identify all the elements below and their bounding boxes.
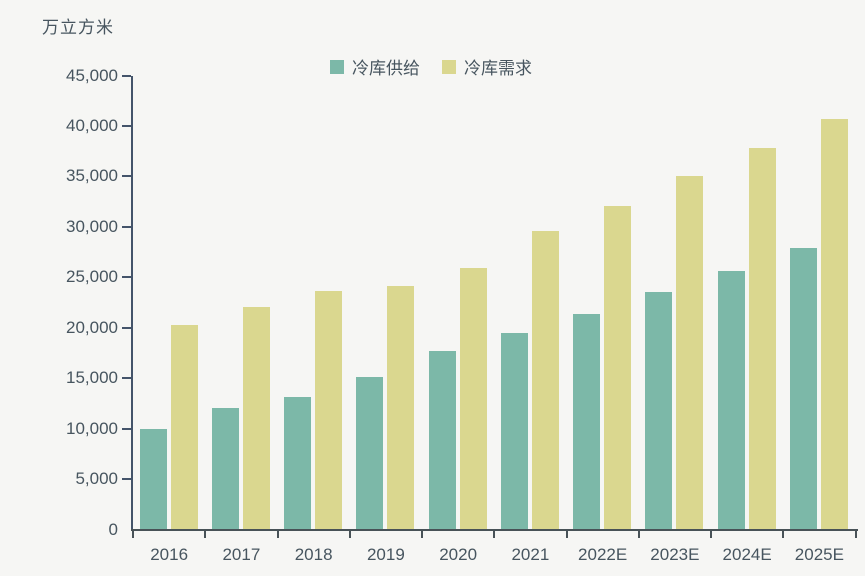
bar-supply-2017	[211, 408, 239, 530]
legend-swatch-demand-icon	[442, 59, 456, 74]
x-axis-tick	[493, 531, 496, 538]
y-axis-label: 45,000	[66, 65, 118, 85]
y-axis-tick	[122, 175, 131, 178]
x-axis-line	[131, 528, 858, 531]
x-axis-label-2024E: 2024E	[722, 544, 772, 564]
x-axis-label-2017: 2017	[222, 544, 261, 564]
y-axis-tick	[122, 478, 131, 481]
bar-supply-2016	[139, 428, 167, 530]
y-axis-label: 20,000	[66, 317, 118, 337]
legend-item-demand: 冷库需求	[442, 54, 532, 79]
y-axis-tick	[122, 74, 131, 77]
x-axis-label-2019: 2019	[366, 544, 405, 564]
bar-demand-2022E	[604, 205, 631, 530]
x-axis-tick	[132, 531, 134, 538]
x-axis-tick	[204, 531, 207, 538]
y-axis-tick	[122, 377, 131, 380]
bar-demand-2017	[242, 306, 270, 530]
y-axis-unit-label: 万立方米	[42, 18, 114, 37]
bar-supply-2025E	[789, 248, 817, 530]
x-axis-tick	[854, 531, 857, 538]
bar-demand-2021	[531, 230, 559, 530]
y-axis-tick	[122, 427, 131, 430]
legend-label-supply: 冷库供给	[352, 59, 420, 78]
bar-supply-2018	[284, 397, 311, 530]
y-axis-label: 40,000	[66, 115, 118, 135]
x-axis-tick	[710, 531, 712, 538]
x-axis-tick	[348, 531, 351, 538]
legend: 冷库供给 冷库需求	[330, 54, 532, 79]
bar-demand-2020	[459, 268, 487, 530]
bar-supply-2020	[428, 350, 456, 530]
x-axis-label-2020: 2020	[439, 544, 478, 564]
legend-label-demand: 冷库需求	[464, 59, 532, 78]
y-axis-label: 0	[108, 519, 118, 539]
bar-supply-2019	[356, 377, 384, 530]
y-axis-tick	[122, 276, 131, 279]
x-axis-label-2016: 2016	[150, 544, 189, 564]
x-axis-label-2025E: 2025E	[794, 544, 844, 564]
x-axis-label-2022E: 2022E	[578, 544, 628, 564]
y-axis-label: 30,000	[66, 216, 118, 236]
bar-supply-2022E	[573, 313, 600, 530]
y-axis-tick	[122, 124, 131, 127]
y-axis-label: 15,000	[66, 368, 118, 388]
bar-demand-2018	[315, 291, 342, 530]
bar-supply-2023E	[645, 292, 673, 530]
x-axis-label-2018: 2018	[294, 544, 333, 564]
bar-supply-2021	[500, 332, 528, 530]
x-axis-tick	[637, 531, 640, 538]
x-axis-tick	[276, 531, 279, 538]
legend-item-supply: 冷库供给	[330, 54, 420, 79]
y-axis-line	[131, 75, 133, 530]
y-axis-label: 5,000	[75, 469, 118, 489]
y-axis-tick	[122, 225, 131, 228]
bar-demand-2023E	[676, 176, 704, 530]
y-axis-tick	[122, 326, 131, 329]
y-axis-label: 35,000	[66, 166, 118, 186]
x-axis-label-2023E: 2023E	[650, 544, 700, 564]
legend-swatch-supply-icon	[330, 59, 344, 74]
bar-demand-2019	[387, 286, 415, 530]
bar-demand-2024E	[748, 148, 776, 530]
x-axis-tick	[421, 531, 423, 538]
x-axis-tick	[782, 531, 785, 538]
x-axis-tick	[565, 531, 568, 538]
bar-demand-2025E	[820, 118, 848, 530]
bar-demand-2016	[170, 324, 198, 530]
x-axis-label-2021: 2021	[511, 544, 550, 564]
y-axis-label: 10,000	[66, 418, 118, 438]
bar-supply-2024E	[717, 271, 745, 530]
y-axis-label: 25,000	[66, 267, 118, 287]
